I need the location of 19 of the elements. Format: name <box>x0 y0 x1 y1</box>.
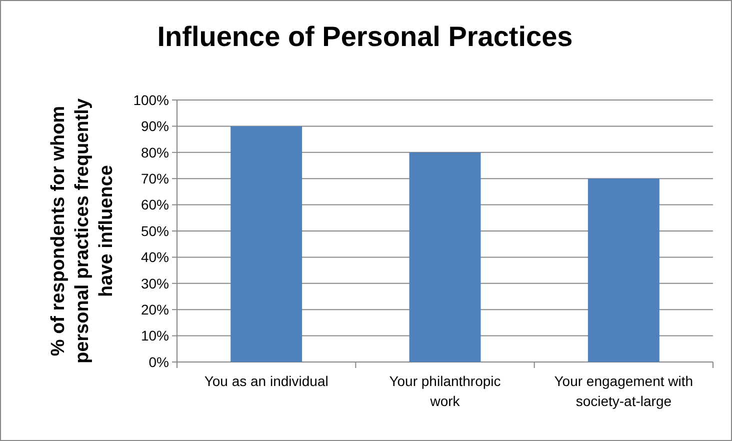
y-tick-label: 70% <box>140 170 169 186</box>
x-tick-label: Your philanthropic work <box>389 373 501 409</box>
bar <box>588 178 660 362</box>
y-axis-title: % of respondents for whom personal practices frequently have influence <box>48 98 117 364</box>
y-tick-label: 30% <box>140 275 169 292</box>
y-tick-label: 100% <box>133 92 169 108</box>
x-tick-label: Your engagement with society-at-large <box>554 373 694 409</box>
y-tick-label: 20% <box>140 302 169 318</box>
y-tick-label: 10% <box>140 328 169 344</box>
bar <box>230 126 302 362</box>
y-tick-label: 80% <box>140 144 169 160</box>
y-tick-label: 60% <box>140 196 169 213</box>
x-tick-label: You as an individual <box>204 373 328 389</box>
y-tick-label: 50% <box>140 222 169 239</box>
chart-title: Influence of Personal Practices <box>157 21 573 52</box>
y-tick-label: 0% <box>148 354 169 370</box>
y-tick-label: 90% <box>140 118 169 134</box>
y-tick-label: 40% <box>140 249 169 266</box>
bar <box>409 152 481 362</box>
